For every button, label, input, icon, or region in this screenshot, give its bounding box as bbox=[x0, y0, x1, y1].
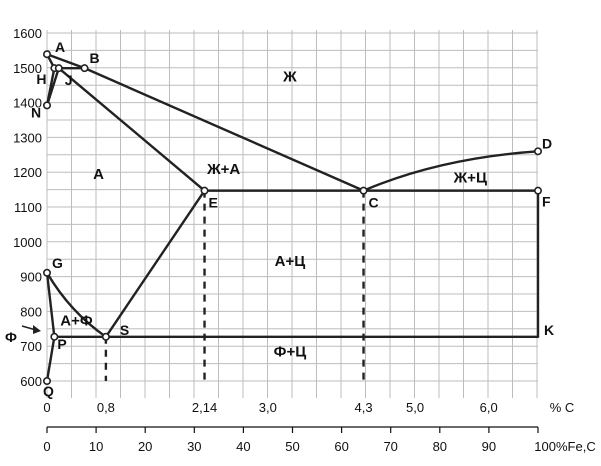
region-label: Ф+Ц bbox=[274, 344, 307, 361]
arrow-head-f bbox=[33, 325, 41, 334]
x-axis-carbon-unit: % C bbox=[550, 400, 575, 415]
region-label: Ж bbox=[282, 69, 297, 86]
point-label-Q: Q bbox=[43, 383, 54, 399]
y-tick-label: 700 bbox=[20, 339, 42, 354]
y-tick-label: 1200 bbox=[13, 165, 42, 180]
point-marker-N bbox=[42, 101, 51, 110]
line-es bbox=[104, 189, 206, 339]
x-tick-label-percent: 40 bbox=[236, 439, 250, 454]
liquidus-curve-cd bbox=[362, 150, 540, 192]
y-tick-label: 1500 bbox=[13, 61, 42, 76]
x-tick-label-percent: 50 bbox=[285, 439, 299, 454]
region-label: А+Ф bbox=[60, 312, 93, 329]
region-label: А bbox=[93, 166, 104, 183]
x-tick-label-carbon: 5,0 bbox=[406, 400, 424, 415]
line-pq bbox=[45, 335, 56, 383]
region-label: Ж+А bbox=[206, 161, 240, 178]
x-tick-label-carbon: 0 bbox=[43, 400, 50, 415]
point-label-N: N bbox=[31, 104, 41, 120]
point-label-B: B bbox=[90, 50, 100, 66]
x-axis-percent-ticks: 0 10 20 30 40 50 60 70 80 90 bbox=[43, 426, 539, 454]
point-marker-D bbox=[533, 147, 542, 156]
point-label-P: P bbox=[57, 336, 66, 352]
y-tick-label: 800 bbox=[20, 304, 42, 319]
solidus-line-je bbox=[57, 66, 206, 192]
point-label-J: J bbox=[65, 72, 73, 88]
liquidus-line-bc bbox=[83, 66, 365, 192]
y-tick-label: 1000 bbox=[13, 235, 42, 250]
x-tick-label-carbon: 3,0 bbox=[259, 400, 277, 415]
point-label-H: H bbox=[36, 71, 46, 87]
point-label-Ф: Ф bbox=[5, 329, 17, 345]
phase-lines bbox=[21, 53, 540, 383]
x-tick-label-percent: 30 bbox=[187, 439, 201, 454]
point-label-A: A bbox=[55, 39, 65, 55]
point-marker-Q bbox=[42, 376, 51, 385]
y-tick-label: 900 bbox=[20, 270, 42, 285]
point-marker-A bbox=[42, 50, 51, 59]
point-marker-P bbox=[50, 332, 59, 341]
x-tick-label-carbon: 2,14 bbox=[192, 400, 217, 415]
y-axis-ticks: 600 700 800 900 1000 1100 1200 1300 1400 1500 1600 bbox=[13, 26, 42, 389]
y-tick-label: 1300 bbox=[13, 130, 42, 145]
point-label-K: K bbox=[544, 322, 554, 338]
region-label: Ж+Ц bbox=[453, 170, 487, 187]
y-tick-label: 1100 bbox=[14, 200, 42, 215]
point-marker-G bbox=[42, 268, 51, 277]
x-tick-label-percent: 70 bbox=[383, 439, 397, 454]
phase-points: A B H J N C D E F G P S K Q Ф bbox=[5, 39, 554, 399]
point-label-D: D bbox=[542, 135, 552, 151]
region-labels: Ж Ж+А А Ж+Ц А+Ц А+Ф Ф+Ц bbox=[60, 69, 487, 361]
x-tick-label-carbon: 4,3 bbox=[354, 400, 372, 415]
x-tick-label-percent: 0 bbox=[43, 439, 50, 454]
point-marker-F bbox=[533, 186, 542, 195]
x-tick-label-percent: 10 bbox=[89, 439, 103, 454]
liquidus-line-ab bbox=[45, 53, 86, 70]
x-axis-carbon-ticks: 0 0,8 2,14 3,0 4,3 5,0 6,0 bbox=[43, 400, 497, 415]
x-tick-label-percent: 20 bbox=[138, 439, 152, 454]
point-label-E: E bbox=[209, 195, 218, 211]
point-label-C: C bbox=[369, 195, 379, 211]
x-tick-label-carbon: 0,8 bbox=[97, 400, 115, 415]
point-label-F: F bbox=[542, 194, 551, 210]
region-label: А+Ц bbox=[275, 253, 306, 270]
point-marker-S bbox=[101, 332, 110, 341]
point-marker-B bbox=[80, 64, 89, 73]
x-tick-label-percent: 80 bbox=[433, 439, 447, 454]
point-label-S: S bbox=[120, 322, 129, 338]
point-marker-E bbox=[200, 186, 209, 195]
x-tick-label-percent: 60 bbox=[334, 439, 348, 454]
x-tick-label-percent: 90 bbox=[482, 439, 496, 454]
y-tick-label: 1400 bbox=[13, 96, 42, 111]
line-gp bbox=[45, 271, 56, 339]
x-tick-label-carbon: 6,0 bbox=[480, 400, 498, 415]
point-label-G: G bbox=[52, 255, 63, 271]
y-tick-label: 1600 bbox=[13, 26, 42, 41]
x-axis-percent-unit: 100%Fe,C bbox=[534, 439, 595, 454]
y-tick-label: 600 bbox=[20, 374, 42, 389]
point-marker-C bbox=[359, 186, 368, 195]
line-nj bbox=[45, 66, 60, 107]
point-marker-J bbox=[54, 64, 63, 73]
line-gs bbox=[45, 271, 108, 339]
